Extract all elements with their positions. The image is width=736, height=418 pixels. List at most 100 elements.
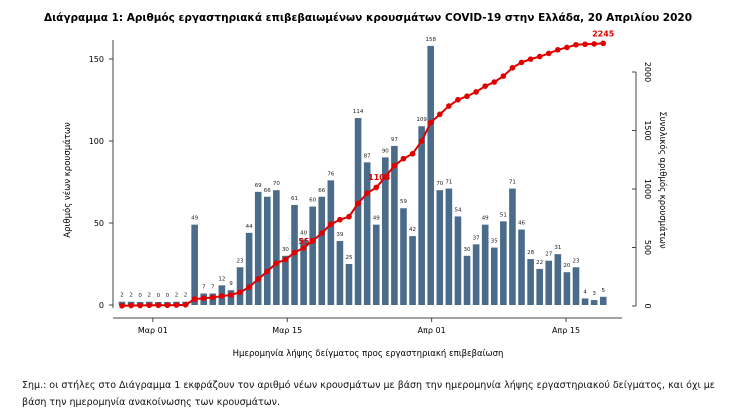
y-tick-label: 50	[94, 219, 104, 228]
cumulative-point	[328, 221, 334, 228]
bar-value-label: 71	[445, 180, 452, 186]
bar	[463, 255, 471, 305]
cumulative-point	[364, 190, 370, 197]
bar-value-label: 0	[166, 293, 170, 299]
cumulative-point	[355, 200, 361, 207]
cumulative-point	[255, 276, 261, 282]
bar-value-label: 109	[416, 117, 427, 123]
bar	[345, 264, 353, 305]
cumulative-point	[237, 289, 243, 296]
cumulative-point	[482, 83, 489, 89]
bar	[599, 296, 607, 305]
cumulative-point	[600, 40, 607, 47]
cumulative-point	[155, 302, 162, 309]
cumulative-point	[173, 302, 180, 308]
bar	[409, 236, 416, 305]
y2-tick-label: 1500	[643, 120, 652, 140]
bar-value-label: 66	[264, 188, 271, 194]
cumulative-point	[564, 44, 570, 51]
y2-tick-label: 0	[643, 303, 652, 308]
bar	[445, 188, 453, 305]
bar	[454, 216, 462, 305]
bar	[418, 126, 425, 306]
bar	[527, 259, 534, 305]
cumulative-point	[300, 245, 307, 251]
x-axis-label: Ημερομηνία λήψης δείγματος προς εργαστηρ…	[233, 349, 504, 359]
bar	[572, 267, 580, 305]
bar	[518, 229, 525, 305]
bar	[400, 208, 407, 305]
bar-value-label: 51	[500, 212, 507, 218]
cumulative-annotation: 1103	[368, 173, 390, 182]
bar-value-label: 40	[300, 230, 307, 236]
y2-tick-label: 500	[643, 240, 652, 255]
bar	[554, 254, 562, 305]
y-tick-label: 100	[89, 137, 104, 146]
cumulative-point	[545, 50, 552, 57]
bar	[590, 300, 598, 305]
x-tick-label: Μαρ 15	[272, 326, 302, 335]
bar-value-label: 2	[147, 293, 151, 299]
cumulative-point	[500, 73, 507, 79]
bar	[481, 224, 489, 305]
y2-tick-label: 1000	[643, 179, 652, 199]
bar-value-label: 97	[391, 137, 398, 143]
bar	[191, 224, 198, 305]
bar-value-label: 71	[509, 180, 516, 186]
chart-title: Διάγραμμα 1: Αριθμός εργαστηριακά επιβεβ…	[44, 12, 692, 24]
bar-value-label: 27	[545, 252, 552, 258]
bar-value-label: 158	[425, 37, 436, 43]
cumulative-annotation: 2245	[592, 29, 615, 38]
cumulative-point	[455, 96, 461, 103]
cumulative-point	[228, 292, 234, 298]
bar-value-label: 39	[336, 232, 343, 238]
cumulative-point	[137, 302, 143, 309]
bar-value-label: 30	[282, 247, 289, 253]
bar-value-label: 12	[218, 276, 225, 282]
bar-value-label: 54	[454, 207, 461, 213]
footnote: Σημ.: οι στήλες στο Διάγραμμα 1 εκφράζου…	[22, 380, 715, 408]
bar	[327, 180, 335, 305]
bar-value-label: 0	[138, 293, 142, 299]
bar	[472, 244, 480, 305]
bar-value-label: 5	[601, 288, 605, 294]
cumulative-point	[536, 53, 543, 60]
y-axis-label: Αριθμός νέων κρουσμάτων	[62, 122, 73, 238]
bar	[427, 45, 435, 305]
cumulative-point	[446, 103, 452, 109]
bar	[245, 232, 253, 305]
bar	[318, 196, 326, 305]
cumulative-annotation: 557	[298, 237, 315, 246]
cumulative-point	[164, 302, 171, 309]
bar	[382, 157, 389, 305]
bar-value-label: 23	[237, 258, 244, 264]
bar	[363, 162, 371, 305]
bar-value-label: 76	[327, 171, 334, 177]
bar	[263, 196, 271, 305]
bar-value-label: 2	[184, 293, 188, 299]
bar	[309, 206, 316, 305]
bar-value-label: 69	[255, 183, 262, 189]
cumulative-point	[473, 89, 479, 95]
bar-value-label: 70	[273, 181, 280, 187]
cumulative-point	[582, 41, 588, 48]
bar-value-label: 59	[400, 199, 407, 205]
bar-value-label: 25	[346, 255, 353, 261]
bar-value-label: 87	[364, 153, 371, 159]
cumulative-point	[219, 293, 225, 299]
cumulative-point	[382, 174, 389, 180]
bar	[336, 241, 344, 305]
cumulative-point	[291, 249, 298, 256]
cumulative-point	[246, 284, 252, 290]
bar-value-label: 49	[373, 216, 380, 222]
bar	[354, 118, 362, 305]
bar-value-label: 2	[129, 293, 133, 299]
bar-value-label: 30	[464, 247, 471, 253]
cumulative-point	[409, 150, 416, 157]
cumulative-point	[509, 64, 516, 71]
cumulative-point	[200, 295, 207, 302]
bar-value-label: 3	[592, 291, 596, 297]
cumulative-point	[337, 216, 343, 223]
cumulative-point	[119, 302, 125, 309]
cumulative-point	[128, 302, 134, 309]
